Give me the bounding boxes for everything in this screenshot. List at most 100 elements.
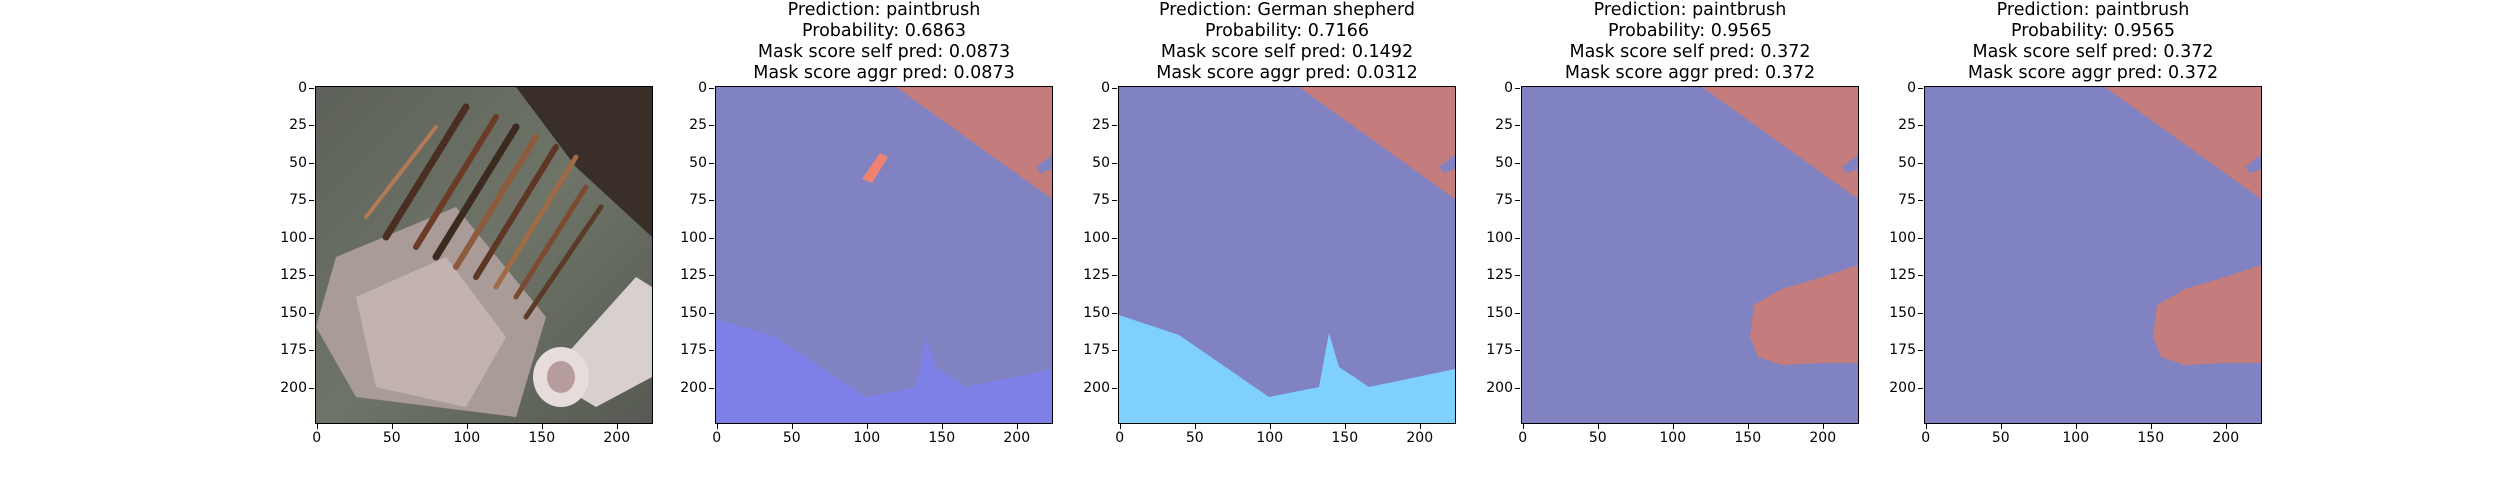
x-tick-label: 0 (1518, 430, 1528, 446)
mask-corner-notch (1842, 155, 1858, 173)
y-tick-mark (709, 312, 714, 314)
y-tick-label: 100 (1486, 229, 1513, 246)
y-tick-mark (1112, 200, 1117, 202)
y-tick-mark (1918, 275, 1923, 277)
x-tick-mark (1672, 424, 1674, 429)
mask-corner-notch (2245, 155, 2261, 173)
mask-plot (715, 86, 1053, 424)
mask-bottom-region (716, 319, 1052, 423)
mask-corner-notch (1439, 155, 1455, 173)
x-tick-mark (466, 424, 468, 429)
y-tick-label: 0 (1504, 79, 1513, 96)
mask-corner-region (1299, 87, 1455, 199)
mask-blob-region (862, 153, 888, 183)
y-tick-label: 200 (1486, 379, 1513, 396)
title-probability: Probability: 0.7166 (1205, 21, 1369, 41)
y-tick-mark (309, 350, 314, 352)
y-tick-mark (709, 387, 714, 389)
y-tick-label: 50 (1495, 154, 1513, 171)
y-tick-mark (1918, 162, 1923, 164)
y-tick-mark (1112, 125, 1117, 127)
y-tick-mark (709, 125, 714, 127)
y-tick-mark (709, 87, 714, 89)
y-tick-label: 125 (1486, 267, 1513, 284)
x-tick-label: 50 (382, 430, 401, 446)
mask-right-region (2153, 265, 2261, 365)
x-tick-label: 0 (712, 430, 722, 446)
y-tick-mark (1112, 387, 1117, 389)
x-tick-label: 100 (453, 430, 481, 446)
y-tick-mark (1515, 275, 1520, 277)
y-tick-label: 200 (1083, 379, 1110, 396)
y-tick-mark (1918, 237, 1923, 239)
title-mask-aggr: Mask score aggr pred: 0.0873 (753, 63, 1015, 83)
x-tick-label: 150 (1331, 430, 1359, 446)
panel-input-image: 0 25 50 75 100 125 150 175 200 0 50 100 150 200 (280, 0, 653, 500)
y-tick-label: 75 (1898, 192, 1916, 209)
title-mask-self: Mask score self pred: 0.0873 (757, 42, 1011, 62)
y-tick-mark (1918, 87, 1923, 89)
x-tick-mark (866, 424, 868, 429)
panel-title: Prediction: paintbrush Probability: 0.95… (1521, 0, 1859, 84)
mask-plot (1521, 86, 1859, 424)
y-tick-mark (309, 200, 314, 202)
x-tick-label: 50 (1185, 430, 1204, 446)
mask-right-region (1750, 265, 1858, 365)
y-tick-mark (709, 162, 714, 164)
x-tick-mark (791, 424, 793, 429)
x-tick-mark (941, 424, 943, 429)
y-tick-label: 75 (1092, 192, 1110, 209)
y-tick-label: 25 (289, 117, 307, 134)
y-tick-label: 175 (680, 342, 707, 359)
y-tick-label: 125 (680, 267, 707, 284)
y-tick-mark (1515, 200, 1520, 202)
x-tick-label: 0 (312, 430, 322, 446)
x-tick-label: 200 (603, 430, 631, 446)
y-tick-mark (1515, 125, 1520, 127)
y-tick-mark (309, 87, 314, 89)
y-tick-label: 50 (1898, 154, 1916, 171)
y-tick-label: 150 (1486, 304, 1513, 321)
x-tick-mark (1747, 424, 1749, 429)
y-tick-label: 150 (1889, 304, 1916, 321)
title-mask-self: Mask score self pred: 0.1492 (1160, 42, 1414, 62)
x-tick-label: 150 (2137, 430, 2165, 446)
title-mask-aggr: Mask score aggr pred: 0.372 (1967, 63, 2219, 83)
mask-plot (1118, 86, 1456, 424)
input-image (315, 86, 653, 424)
x-tick-mark (2150, 424, 2152, 429)
title-prediction: Prediction: paintbrush (787, 0, 981, 20)
y-tick-label: 200 (680, 379, 707, 396)
y-tick-label: 175 (280, 342, 307, 359)
x-tick-mark (541, 424, 543, 429)
y-tick-mark (1515, 350, 1520, 352)
panel-title: Prediction: paintbrush Probability: 0.68… (715, 0, 1053, 84)
y-tick-label: 175 (1889, 342, 1916, 359)
x-tick-label: 100 (1256, 430, 1284, 446)
x-tick-label: 200 (1809, 430, 1837, 446)
x-tick-mark (316, 424, 318, 429)
x-tick-mark (2000, 424, 2002, 429)
y-tick-label: 0 (1101, 79, 1110, 96)
y-tick-label: 150 (680, 304, 707, 321)
y-tick-label: 25 (689, 117, 707, 134)
x-tick-mark (2075, 424, 2077, 429)
panel-mask-2: Prediction: German shepherd Probability:… (1083, 0, 1456, 500)
x-tick-label: 200 (1406, 430, 1434, 446)
title-prediction: Prediction: German shepherd (1159, 0, 1415, 20)
x-tick-label: 150 (1734, 430, 1762, 446)
y-tick-mark (1112, 350, 1117, 352)
panel-mask-3: Prediction: paintbrush Probability: 0.95… (1486, 0, 1859, 500)
y-tick-mark (1918, 200, 1923, 202)
panel-mask-4: Prediction: paintbrush Probability: 0.95… (1889, 0, 2262, 500)
x-tick-label: 50 (1588, 430, 1607, 446)
x-tick-label: 200 (2212, 430, 2240, 446)
y-tick-label: 75 (689, 192, 707, 209)
x-tick-label: 150 (928, 430, 956, 446)
y-tick-mark (309, 125, 314, 127)
y-tick-mark (1918, 125, 1923, 127)
x-tick-mark (1419, 424, 1421, 429)
y-tick-label: 125 (280, 267, 307, 284)
y-tick-label: 25 (1092, 117, 1110, 134)
y-tick-mark (1515, 312, 1520, 314)
